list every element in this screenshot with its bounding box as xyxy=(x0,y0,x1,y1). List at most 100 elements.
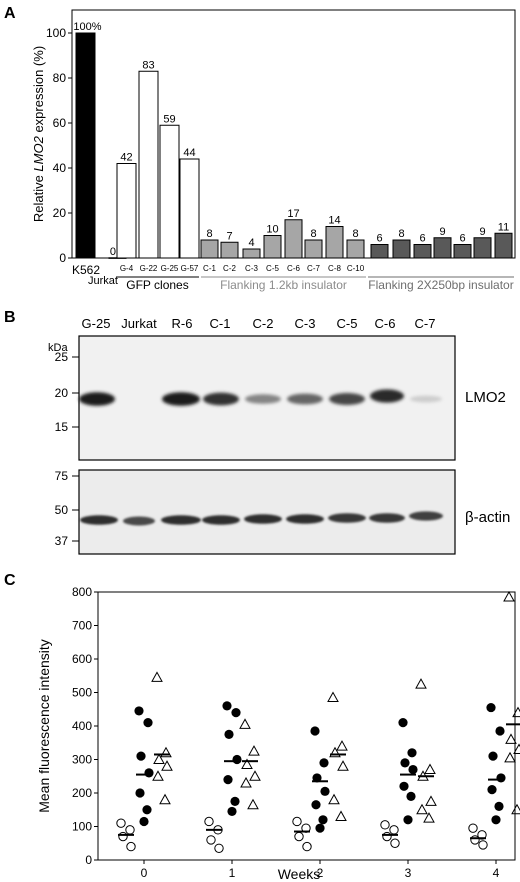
lane-label: C-7 xyxy=(415,316,436,331)
x-axis-title: Weeks xyxy=(278,866,321,882)
bar-x-6 xyxy=(473,237,492,259)
x-tick-label: 0 xyxy=(141,866,148,880)
point-filled-circle xyxy=(488,751,498,761)
point-filled-circle xyxy=(408,764,418,775)
data-label: 8 xyxy=(206,228,212,240)
data-label: 59 xyxy=(163,113,175,125)
y-tick-label: 80 xyxy=(53,71,67,85)
point-open-triangle xyxy=(415,678,427,689)
category-label: C-6 xyxy=(287,264,300,273)
panel-c-scatter-chart: 0 100 200 300 400 500 600 700 800 0 1 2 3 4 Weeks Mean … xyxy=(36,585,520,882)
point-filled-circle xyxy=(230,796,240,806)
data-label: 8 xyxy=(310,228,316,240)
x-tick-label: 3 xyxy=(405,866,412,880)
point-open-circle xyxy=(118,831,128,842)
point-open-triangle xyxy=(329,746,341,758)
lane-label: R-6 xyxy=(172,316,193,331)
point-open-triangle xyxy=(512,706,520,718)
point-open-circle xyxy=(468,823,478,833)
actin-band xyxy=(244,514,282,524)
point-filled-circle xyxy=(494,801,504,812)
actin-band xyxy=(161,515,201,525)
bar-c-10 xyxy=(346,239,365,259)
y-tick-label: 300 xyxy=(72,753,92,767)
point-open-circle xyxy=(204,816,214,827)
y-tick-label: 100 xyxy=(72,820,92,834)
kda-label: kDa xyxy=(48,342,68,354)
lmo2-band xyxy=(329,393,365,405)
point-filled-circle xyxy=(223,775,233,785)
data-label: 100% xyxy=(73,21,101,33)
lmo2-label: LMO2 xyxy=(465,389,506,406)
actin-band xyxy=(409,511,443,521)
point-open-circle xyxy=(390,838,400,848)
y-axis-title-gene: LMO2 xyxy=(31,135,46,171)
point-open-triangle xyxy=(416,803,428,815)
y-tick-label: 0 xyxy=(85,853,92,867)
x-tick-label: 2 xyxy=(317,866,324,880)
y-tick-label: 700 xyxy=(72,619,92,633)
point-open-triangle xyxy=(513,743,520,754)
lane-label: C-3 xyxy=(295,316,316,331)
point-open-triangle xyxy=(151,671,163,682)
data-label: 6 xyxy=(459,233,465,245)
data-label: 6 xyxy=(376,233,382,245)
point-filled-circle xyxy=(496,773,506,783)
category-label: C-5 xyxy=(266,264,279,273)
data-label: 44 xyxy=(183,147,195,159)
point-open-triangle xyxy=(336,740,348,751)
actin-band xyxy=(328,513,366,523)
actin-band xyxy=(369,513,405,523)
bar-g-22 xyxy=(138,70,159,259)
data-label: 10 xyxy=(266,224,278,236)
y-tick-label: 200 xyxy=(72,786,92,800)
kda-marker: 20 xyxy=(55,386,69,400)
point-open-triangle xyxy=(161,760,173,771)
bar-c-2 xyxy=(220,241,239,259)
data-label: 17 xyxy=(287,208,299,220)
point-filled-circle xyxy=(142,805,152,815)
point-open-circle xyxy=(380,820,390,830)
point-filled-circle xyxy=(139,816,149,827)
point-filled-circle xyxy=(144,768,154,778)
lane-label: G-25 xyxy=(82,316,111,331)
point-filled-circle xyxy=(315,823,325,833)
actin-band xyxy=(202,515,240,525)
lane-label: C-1 xyxy=(210,316,231,331)
point-filled-circle xyxy=(231,708,241,718)
x-tick-label: 1 xyxy=(229,866,236,880)
lmo2-band xyxy=(79,392,115,406)
point-open-circle xyxy=(126,841,136,852)
point-open-triangle xyxy=(239,718,251,729)
category-label: C-10 xyxy=(347,264,365,273)
category-label: C-2 xyxy=(223,264,236,273)
point-open-circle xyxy=(302,841,312,852)
point-filled-circle xyxy=(398,718,408,728)
point-open-triangle xyxy=(160,746,172,758)
data-label: 9 xyxy=(479,226,485,238)
y-tick-label: 400 xyxy=(72,719,92,733)
actin-band xyxy=(123,516,155,526)
point-open-triangle xyxy=(327,691,339,703)
point-open-circle xyxy=(214,843,224,853)
group-label: Flanking 2X250bp insulator xyxy=(368,278,513,292)
bar-x-4 xyxy=(433,237,452,259)
bar-c-5 xyxy=(263,235,282,259)
plot-frame xyxy=(97,591,516,861)
category-label: C-1 xyxy=(203,264,216,273)
category-label: G-22 xyxy=(140,264,158,273)
data-label: 7 xyxy=(226,230,232,242)
lmo2-band xyxy=(203,392,239,406)
lmo2-band xyxy=(287,393,323,405)
y-tick-label: 100 xyxy=(46,26,66,40)
point-open-circle xyxy=(125,825,135,835)
point-filled-circle xyxy=(143,718,153,728)
lmo2-band xyxy=(370,389,404,403)
kda-marker: 25 xyxy=(55,350,69,364)
point-filled-circle xyxy=(399,781,409,791)
data-label: 42 xyxy=(120,152,132,164)
data-label: 83 xyxy=(142,59,154,71)
point-filled-circle xyxy=(407,748,417,758)
lane-label: C-2 xyxy=(253,316,274,331)
category-label: G-4 xyxy=(120,264,134,273)
